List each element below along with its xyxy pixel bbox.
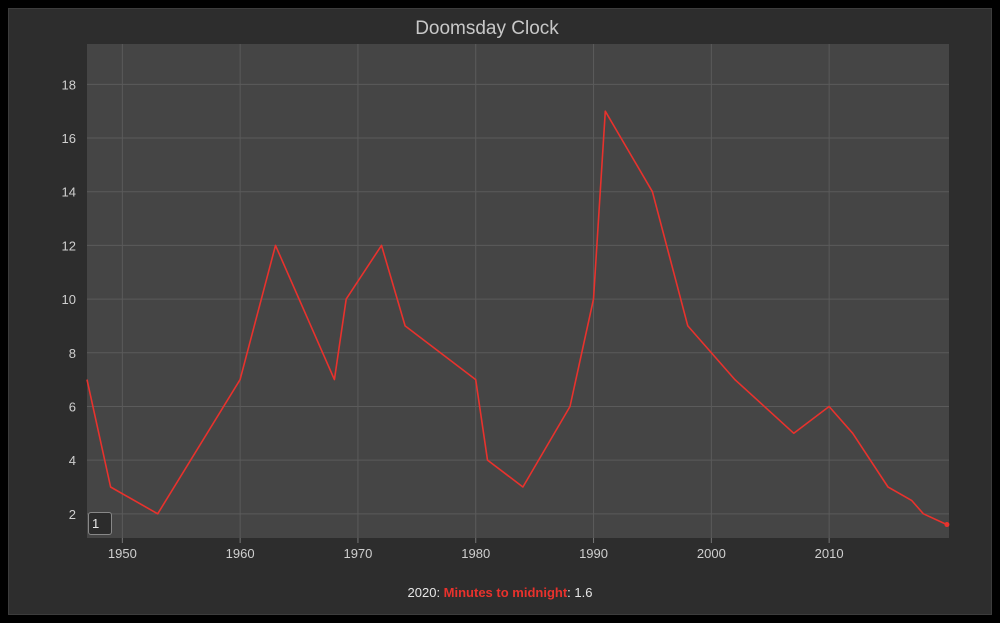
legend-colon: : (567, 585, 575, 600)
y-tick-label: 8 (69, 346, 76, 361)
y-tick-label: 2 (69, 507, 76, 522)
y-tick-label: 10 (62, 292, 76, 307)
legend-separator: : (436, 585, 444, 600)
rolling-period-input[interactable]: 1 (88, 512, 112, 535)
data-point[interactable] (944, 522, 950, 528)
x-tick-label: 1970 (343, 546, 372, 561)
x-tick-label: 1990 (579, 546, 608, 561)
y-tick-label: 12 (62, 238, 76, 253)
y-tick-label: 6 (69, 399, 76, 414)
y-tick-label: 4 (69, 453, 76, 468)
x-tick-label: 2010 (815, 546, 844, 561)
legend-series-label: Minutes to midnight (443, 585, 568, 600)
x-tick-label: 2000 (697, 546, 726, 561)
legend-year: 2020 (407, 585, 437, 600)
series-points (86, 111, 950, 528)
grid (87, 44, 949, 538)
axes: 2 4 6 8 10 12 14 16 18 1950 1960 1970 1980 1990 2000 20… (62, 77, 844, 561)
y-tick-label: 18 (62, 77, 76, 92)
y-tick-label: 14 (62, 185, 76, 200)
x-tick-label: 1950 (108, 546, 137, 561)
legend-value: 1.6 (574, 585, 593, 600)
chart-title: Doomsday Clock (415, 18, 559, 39)
x-tick-label: 1960 (226, 546, 255, 561)
y-tick-label: 16 (62, 131, 76, 146)
x-tick-label: 1980 (461, 546, 490, 561)
plot-area[interactable] (87, 44, 949, 538)
legend: 2020: Minutes to midnight: 1.6 (0, 585, 1000, 600)
